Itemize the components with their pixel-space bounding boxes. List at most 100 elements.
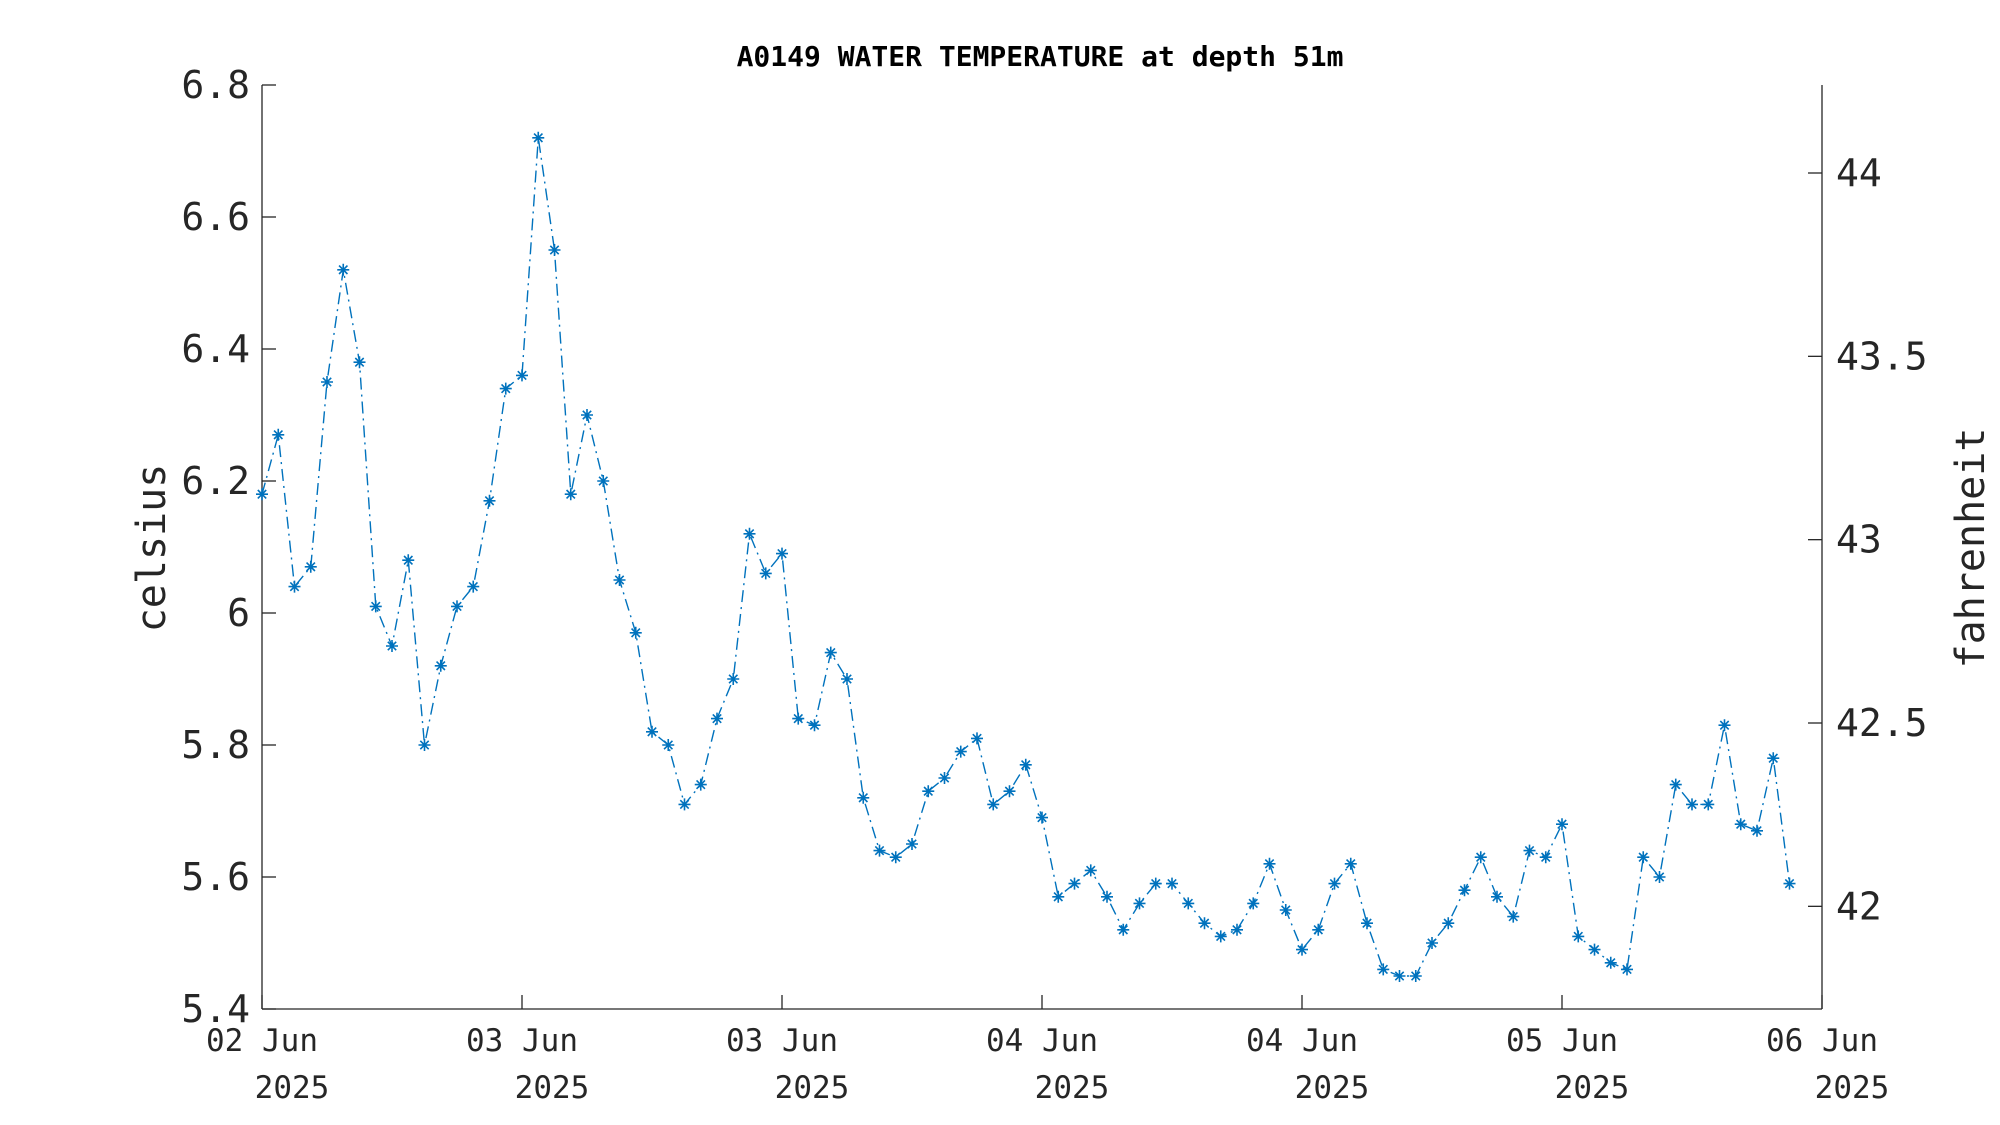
data-point	[1361, 917, 1373, 930]
data-point	[824, 646, 837, 659]
data-point	[1101, 890, 1113, 903]
data-point	[321, 376, 333, 388]
data-point	[581, 409, 593, 421]
data-point	[759, 567, 772, 580]
y-tick-label-left: 5.6	[181, 855, 250, 899]
data-point	[711, 712, 723, 725]
y-tick-label-right: 43.5	[1836, 334, 1928, 378]
data-point	[1328, 877, 1341, 890]
data-point	[792, 712, 805, 725]
data-point	[1718, 719, 1731, 732]
data-point	[272, 428, 285, 441]
y-tick-label-left: 6.8	[181, 63, 250, 107]
y-tick-label-left: 5.8	[181, 723, 250, 767]
data-point	[1409, 970, 1422, 982]
data-point	[467, 580, 480, 593]
data-point	[1084, 864, 1097, 877]
data-point	[694, 778, 707, 791]
x-tick-label-year: 2025	[1555, 1070, 1630, 1106]
x-tick-label-year: 2025	[515, 1070, 590, 1106]
data-point	[304, 560, 317, 573]
y-tick-label-left: 6	[227, 591, 250, 635]
data-point	[1621, 963, 1633, 976]
data-point	[1702, 798, 1715, 811]
data-point	[1458, 884, 1471, 897]
data-point	[499, 382, 512, 395]
data-point	[1052, 890, 1065, 903]
data-point	[418, 739, 431, 751]
x-tick-label-year: 2025	[1035, 1070, 1110, 1106]
data-point	[532, 131, 545, 144]
data-point	[646, 725, 658, 738]
data-point	[889, 851, 902, 864]
data-point	[597, 475, 610, 487]
data-point	[1003, 785, 1016, 798]
axes	[261, 85, 1823, 1010]
x-tick-label-year: 2025	[1295, 1070, 1370, 1106]
data-point	[1182, 897, 1195, 910]
data-point	[1247, 897, 1260, 910]
x-tick-label-date: 03 Jun	[726, 1023, 838, 1059]
data-point	[1539, 851, 1552, 864]
series-line	[261, 137, 1791, 977]
plot-area	[256, 131, 1796, 982]
x-tick-label-date: 04 Jun	[1246, 1023, 1358, 1059]
data-point	[402, 554, 415, 567]
data-point	[678, 798, 691, 811]
data-point	[564, 488, 577, 501]
x-tick-label-year: 2025	[255, 1070, 330, 1106]
data-point	[906, 838, 918, 850]
data-point	[1507, 910, 1520, 923]
data-point	[1117, 923, 1130, 936]
data-point	[1296, 943, 1308, 956]
data-point	[808, 719, 821, 732]
y-tick-label-left: 6.2	[181, 459, 250, 503]
data-point	[1637, 851, 1650, 864]
data-point	[1604, 956, 1617, 969]
data-point	[987, 798, 1000, 811]
y-tick-label-left: 6.6	[181, 195, 250, 239]
x-tick-label-date: 06 Jun	[1766, 1023, 1878, 1059]
data-point	[1653, 871, 1666, 883]
data-point	[1149, 877, 1162, 890]
data-point	[1377, 963, 1390, 976]
data-point	[1231, 923, 1243, 936]
data-point	[483, 494, 496, 507]
x-tick-label-date: 03 Jun	[466, 1023, 578, 1059]
data-point	[516, 369, 528, 382]
data-point	[369, 600, 382, 613]
data-point	[288, 580, 301, 593]
y-axis-label-right: fahrenheit	[1948, 428, 1994, 669]
data-point	[1312, 923, 1325, 936]
chart-title: A0149 WATER TEMPERATURE at depth 51m	[737, 40, 1344, 73]
data-point	[938, 772, 951, 784]
x-tick-label-year: 2025	[1815, 1070, 1890, 1106]
y-tick-label-left: 5.4	[181, 987, 250, 1031]
data-point	[662, 739, 675, 751]
y-axis-label-left: celsius	[129, 464, 175, 633]
data-point	[1068, 877, 1081, 890]
data-point	[1669, 778, 1682, 791]
data-point	[841, 673, 853, 685]
data-point	[548, 244, 561, 256]
data-point	[1036, 811, 1048, 824]
data-point	[1166, 877, 1178, 890]
data-point	[451, 600, 463, 613]
data-point	[1279, 904, 1292, 916]
data-point	[1783, 877, 1796, 890]
data-point	[1523, 844, 1536, 857]
data-point	[1734, 818, 1747, 831]
data-point	[776, 547, 788, 560]
y-tick-label-right: 44	[1836, 151, 1882, 195]
data-point	[1133, 897, 1146, 910]
data-point	[922, 785, 935, 798]
x-tick-label-date: 04 Jun	[986, 1023, 1098, 1059]
data-point	[1442, 917, 1455, 930]
data-point	[1019, 758, 1032, 771]
data-point	[1556, 818, 1568, 831]
data-point	[1426, 937, 1438, 949]
data-point	[1588, 943, 1601, 956]
data-point	[971, 732, 983, 745]
data-point	[1491, 890, 1503, 903]
